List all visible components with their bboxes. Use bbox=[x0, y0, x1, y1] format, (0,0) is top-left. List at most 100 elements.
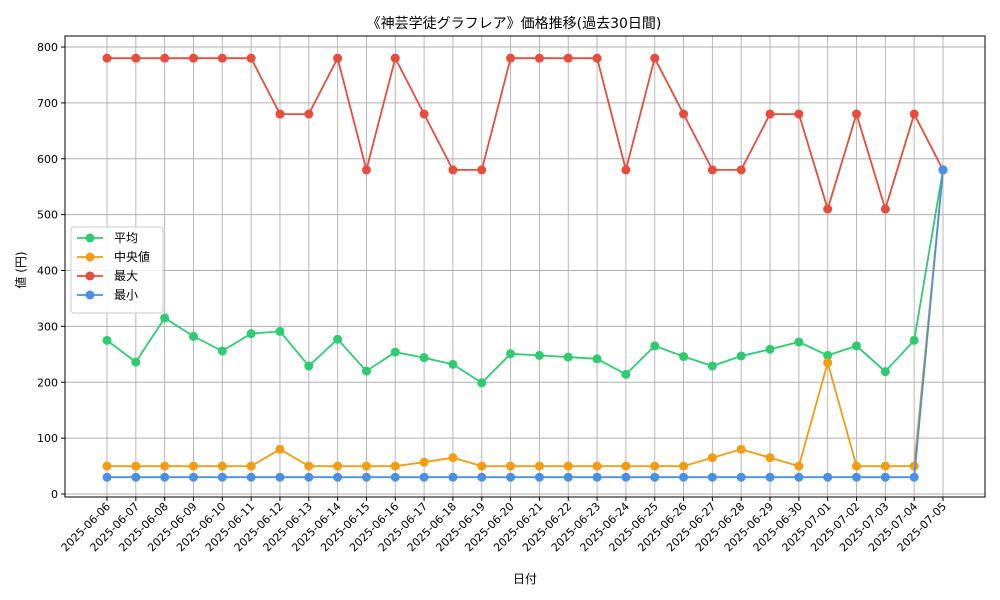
data-point bbox=[477, 472, 487, 482]
data-point bbox=[448, 359, 458, 369]
chart-title: 《神芸学徒グラフレア》価格推移(過去30日間) bbox=[367, 16, 662, 32]
data-point bbox=[592, 461, 602, 471]
data-point bbox=[477, 165, 487, 175]
data-point bbox=[794, 337, 804, 347]
data-point bbox=[794, 472, 804, 482]
data-point bbox=[246, 461, 256, 471]
data-point bbox=[131, 53, 141, 63]
data-point bbox=[794, 109, 804, 119]
data-point bbox=[448, 472, 458, 482]
data-point bbox=[621, 369, 631, 379]
data-point bbox=[333, 53, 343, 63]
data-point bbox=[592, 472, 602, 482]
data-point bbox=[246, 53, 256, 63]
data-point bbox=[333, 472, 343, 482]
data-point bbox=[419, 109, 429, 119]
data-point bbox=[707, 165, 717, 175]
series-1 bbox=[102, 165, 948, 471]
data-point bbox=[333, 461, 343, 471]
data-point bbox=[390, 472, 400, 482]
data-point bbox=[765, 109, 775, 119]
data-point bbox=[333, 334, 343, 344]
data-point bbox=[448, 453, 458, 463]
y-tick-label: 500 bbox=[37, 209, 58, 222]
data-point bbox=[563, 461, 573, 471]
data-point bbox=[621, 472, 631, 482]
legend-label: 中央値 bbox=[114, 249, 150, 264]
data-point bbox=[852, 472, 862, 482]
data-point bbox=[275, 444, 285, 454]
data-point bbox=[621, 461, 631, 471]
data-point bbox=[160, 472, 170, 482]
data-point bbox=[621, 165, 631, 175]
data-point bbox=[390, 461, 400, 471]
data-point bbox=[188, 461, 198, 471]
data-point bbox=[736, 472, 746, 482]
plot-frame bbox=[64, 35, 986, 498]
data-point bbox=[707, 361, 717, 371]
data-point bbox=[736, 444, 746, 454]
grid-lines bbox=[65, 36, 985, 497]
data-point bbox=[938, 165, 948, 175]
data-point bbox=[361, 165, 371, 175]
y-tick-label: 200 bbox=[37, 376, 58, 389]
data-point bbox=[909, 461, 919, 471]
data-point bbox=[823, 358, 833, 368]
data-point bbox=[534, 53, 544, 63]
legend-label: 最大 bbox=[114, 269, 138, 283]
data-point bbox=[909, 335, 919, 345]
data-point bbox=[563, 53, 573, 63]
data-point bbox=[880, 367, 890, 377]
data-point bbox=[217, 53, 227, 63]
legend-swatch-marker bbox=[85, 271, 95, 281]
legend-label: 最小 bbox=[114, 288, 138, 302]
data-point bbox=[852, 461, 862, 471]
x-axis-label: 日付 bbox=[513, 572, 537, 586]
data-point bbox=[131, 472, 141, 482]
series-lines bbox=[102, 53, 948, 482]
legend-swatch-marker bbox=[85, 252, 95, 262]
data-point bbox=[880, 461, 890, 471]
y-tick-label: 100 bbox=[37, 432, 58, 445]
y-tick-label: 0 bbox=[51, 488, 58, 501]
data-point bbox=[592, 354, 602, 364]
data-point bbox=[506, 53, 516, 63]
data-point bbox=[160, 313, 170, 323]
data-point bbox=[188, 472, 198, 482]
legend-swatch-marker bbox=[85, 290, 95, 300]
data-point bbox=[131, 357, 141, 367]
data-point bbox=[275, 326, 285, 336]
data-point bbox=[304, 109, 314, 119]
x-axis-ticks: 2025-06-062025-06-072025-06-082025-06-09… bbox=[59, 497, 949, 554]
legend-label: 平均 bbox=[114, 231, 138, 245]
data-point bbox=[390, 53, 400, 63]
data-point bbox=[246, 329, 256, 339]
series-0 bbox=[102, 165, 948, 388]
data-point bbox=[650, 341, 660, 351]
data-point bbox=[361, 472, 371, 482]
data-point bbox=[361, 461, 371, 471]
data-point bbox=[304, 461, 314, 471]
data-point bbox=[506, 461, 516, 471]
series-line bbox=[106, 169, 944, 384]
y-tick-label: 400 bbox=[37, 265, 58, 278]
data-point bbox=[102, 472, 112, 482]
series-2 bbox=[102, 53, 948, 214]
data-point bbox=[707, 453, 717, 463]
data-point bbox=[679, 109, 689, 119]
y-axis-label: 値 (円) bbox=[13, 251, 28, 288]
data-point bbox=[880, 472, 890, 482]
data-point bbox=[506, 472, 516, 482]
data-point bbox=[534, 461, 544, 471]
data-point bbox=[217, 461, 227, 471]
data-point bbox=[765, 472, 775, 482]
data-point bbox=[563, 352, 573, 362]
data-point bbox=[852, 341, 862, 351]
data-point bbox=[188, 53, 198, 63]
data-point bbox=[275, 109, 285, 119]
y-tick-label: 300 bbox=[37, 320, 58, 333]
series-line bbox=[107, 55, 944, 213]
data-point bbox=[477, 461, 487, 471]
